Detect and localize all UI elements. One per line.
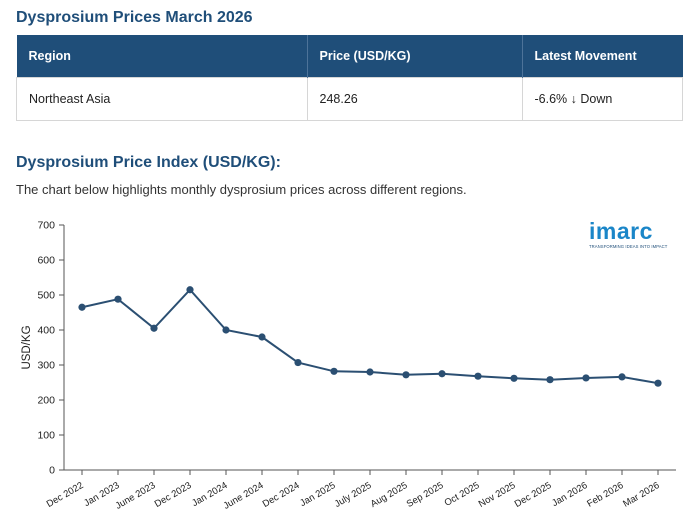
logo-wordmark: imarc	[589, 218, 653, 244]
x-tick-label: Feb 2026	[585, 480, 625, 510]
y-tick-label: 100	[37, 430, 55, 442]
logo-tagline: TRANSFORMING IDEAS INTO IMPACT	[589, 244, 668, 249]
y-tick-label: 300	[37, 360, 55, 372]
y-tick-label: 400	[37, 325, 55, 337]
x-tick-label: Dec 2024	[261, 480, 302, 510]
x-tick-label: Dec 2022	[45, 480, 86, 510]
y-axis-title: USD/KG	[21, 325, 33, 369]
x-tick-label: Mar 2026	[621, 480, 661, 510]
y-tick-label: 500	[37, 290, 55, 302]
y-tick-label: 200	[37, 395, 55, 407]
chart-description: The chart below highlights monthly dyspr…	[16, 182, 467, 197]
imarc-logo: imarc TRANSFORMING IDEAS INTO IMPACT	[589, 219, 669, 249]
data-point	[510, 374, 518, 382]
cell-region: Northeast Asia	[16, 77, 308, 121]
data-point	[618, 373, 626, 381]
data-point	[582, 374, 590, 382]
column-header-movement: Latest Movement	[522, 35, 683, 78]
y-tick-label: 600	[37, 255, 55, 267]
data-point	[150, 324, 158, 332]
price-table: Region Price (USD/KG) Latest Movement No…	[16, 35, 683, 121]
data-point	[294, 358, 302, 367]
x-tick-label: Dec 2025	[513, 480, 554, 510]
data-point	[546, 376, 554, 384]
column-header-region: Region	[16, 35, 308, 78]
data-point	[186, 286, 194, 294]
data-point	[438, 370, 446, 378]
data-point	[222, 326, 230, 334]
data-point	[654, 379, 662, 387]
data-point	[402, 371, 410, 379]
x-tick-label: June 2024	[222, 480, 266, 512]
table-row: Northeast Asia 248.26 -6.6% ↓ Down	[16, 77, 683, 121]
column-header-price: Price (USD/KG)	[307, 35, 523, 78]
data-point	[366, 368, 374, 376]
data-point	[330, 367, 338, 375]
data-point	[258, 333, 266, 341]
page-title: Dysprosium Prices March 2026	[16, 9, 253, 26]
chart-section-title: Dysprosium Price Index (USD/KG):	[16, 154, 281, 171]
cell-movement: -6.6% ↓ Down	[521, 77, 683, 121]
data-point	[474, 372, 482, 380]
data-point	[114, 295, 122, 303]
x-tick-label: Aug 2025	[369, 480, 410, 510]
x-tick-label: Dec 2023	[153, 480, 194, 510]
y-tick-label: 0	[49, 465, 55, 477]
price-line-chart: 0 100 200 300 400 500 600 700 USD/KG Dec 2022 Jan …	[21, 220, 676, 512]
x-tick-label: July 2025	[333, 480, 374, 510]
y-tick-label: 700	[37, 220, 55, 232]
x-tick-label: Jan 2026	[550, 480, 589, 509]
x-tick-label: Jan 2025	[298, 480, 337, 509]
price-table-header-row: Region Price (USD/KG) Latest Movement	[16, 35, 683, 78]
data-point	[78, 303, 86, 311]
x-tick-label: Sep 2025	[405, 480, 446, 510]
x-tick-label: June 2023	[114, 480, 158, 512]
cell-price: 248.26	[306, 77, 523, 121]
x-tick-label: Nov 2025	[477, 480, 518, 510]
x-tick-label: Oct 2025	[443, 480, 482, 509]
